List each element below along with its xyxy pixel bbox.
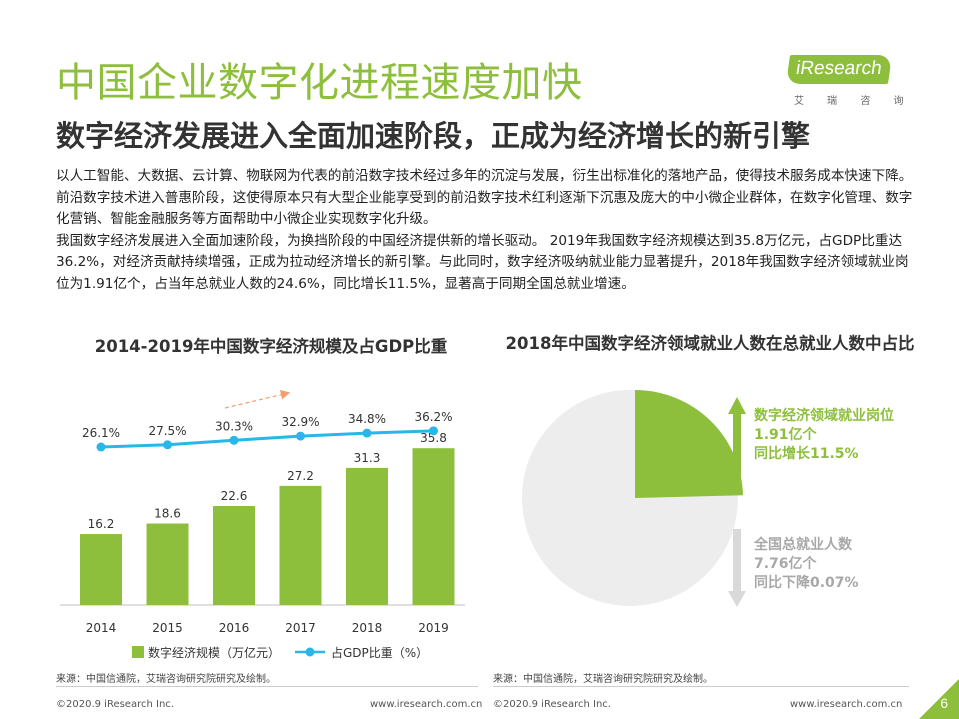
annot-top-line-1: 数字经济领域就业岗位 <box>754 408 894 424</box>
ratio-label-2017: 32.9% <box>281 415 319 429</box>
x-tick-2018: 2018 <box>352 621 383 635</box>
annot-bot-line-2: 7.76亿个 <box>754 556 817 572</box>
logo-subtext: 艾 瑞 咨 询 <box>794 96 914 107</box>
bar-label-2014: 16.2 <box>88 517 115 531</box>
digital-employment-annotation: 数字经济领域就业岗位 1.91亿个 同比增长11.5% <box>754 407 894 464</box>
ratio-point-2014 <box>96 442 106 452</box>
legend-swatch-dot <box>305 647 315 657</box>
page-corner-tab <box>919 679 959 719</box>
ratio-label-2014: 26.1% <box>82 426 120 440</box>
up-arrow <box>728 397 746 482</box>
page-subtitle: 数字经济发展进入全面加速阶段，正成为经济增长的新引擎 <box>56 119 811 153</box>
iresearch-logo: iResearch 艾 瑞 咨 询 <box>785 55 914 107</box>
bar-label-2016: 22.6 <box>221 489 248 503</box>
x-tick-2019: 2019 <box>418 621 449 635</box>
trend-arrow <box>224 390 291 409</box>
x-tick-2017: 2017 <box>285 621 316 635</box>
legend-label-bar: 数字经济规模（万亿元） <box>148 645 280 660</box>
x-tick-2016: 2016 <box>219 621 250 635</box>
x-tick-2015: 2015 <box>152 621 183 635</box>
annot-top-line-3: 同比增长11.5% <box>754 446 859 462</box>
ratio-point-2017 <box>296 431 305 441</box>
page-number: 6 <box>940 695 948 711</box>
legend-swatch-bar <box>132 646 144 658</box>
divider-left <box>56 686 478 687</box>
source-note-right: 来源：中国信通院，艾瑞咨询研究院研究及绘制。 <box>493 674 713 685</box>
x-tick-2014: 2014 <box>86 621 117 635</box>
annot-bot-line-3: 同比下降0.07% <box>754 575 859 591</box>
footer-copyright-left: ©2020.9 iResearch Inc. <box>56 699 174 710</box>
source-note-left: 来源：中国信通院，艾瑞咨询研究院研究及绘制。 <box>56 674 276 685</box>
employment-pie-chart <box>522 390 746 607</box>
bar-label-2018: 31.3 <box>354 451 381 465</box>
annot-top-line-2: 1.91亿个 <box>754 427 817 443</box>
ratio-label-2015: 27.5% <box>148 424 186 438</box>
right-chart-title: 2018年中国数字经济领域就业人数在总就业人数中占比 <box>505 334 915 353</box>
down-arrow <box>728 529 746 607</box>
bar-2014 <box>80 534 122 605</box>
footer-copyright-right: ©2020.9 iResearch Inc. <box>493 699 611 710</box>
footer-url-left[interactable]: www.iresearch.com.cn <box>370 699 483 710</box>
ratio-point-2016 <box>229 435 239 445</box>
total-employment-annotation: 全国总就业人数 7.76亿个 同比下降0.07% <box>754 536 859 593</box>
ratio-point-2018 <box>362 428 372 438</box>
ratio-label-2018: 34.8% <box>348 412 386 426</box>
body-text: 以人工智能、大数据、云计算、物联网为代表的前沿数字技术经过多年的沉淀与发展，衍生… <box>56 166 916 295</box>
ratio-label-2019: 36.2% <box>414 410 452 424</box>
bar-label-2015: 18.6 <box>154 507 181 521</box>
bar-label-2017: 27.2 <box>287 469 314 483</box>
bar-2015 <box>146 523 189 605</box>
paragraph-1: 以人工智能、大数据、云计算、物联网为代表的前沿数字技术经过多年的沉淀与发展，衍生… <box>56 168 913 227</box>
ratio-point-2015 <box>163 440 172 450</box>
left-chart-title: 2014-2019年中国数字经济规模及占GDP比重 <box>94 337 448 356</box>
ratio-point-2019 <box>429 426 438 436</box>
ratio-label-2016: 30.3% <box>215 419 253 433</box>
pie-slice-digital <box>635 390 743 498</box>
annot-bot-line-1: 全国总就业人数 <box>754 537 852 553</box>
gdp-ratio-line <box>100 429 434 449</box>
gdp-bar-line-chart: 16.2 18.6 22.6 27.2 31.3 35.8 26.1% 27.5% 30.3%… <box>60 390 465 660</box>
paragraph-2: 我国数字经济发展进入全面加速阶段，为换挡阶段的中国经济提供新的增长驱动。 201… <box>56 232 909 292</box>
logo-text: iResearch <box>785 55 892 84</box>
legend: 数字经济规模（万亿元） 占GDP比重（%） <box>132 645 428 660</box>
bar-2019 <box>412 448 455 605</box>
bar-2017 <box>279 485 322 605</box>
bar-2018 <box>346 467 388 605</box>
legend-label-line: 占GDP比重（%） <box>331 645 428 660</box>
footer-url-right[interactable]: www.iresearch.com.cn <box>790 699 903 710</box>
bar-label-2019: 35.8 <box>420 431 447 445</box>
divider-right <box>493 686 909 687</box>
page-title: 中国企业数字化进程速度加快 <box>56 60 583 106</box>
bar-2016 <box>213 506 255 605</box>
